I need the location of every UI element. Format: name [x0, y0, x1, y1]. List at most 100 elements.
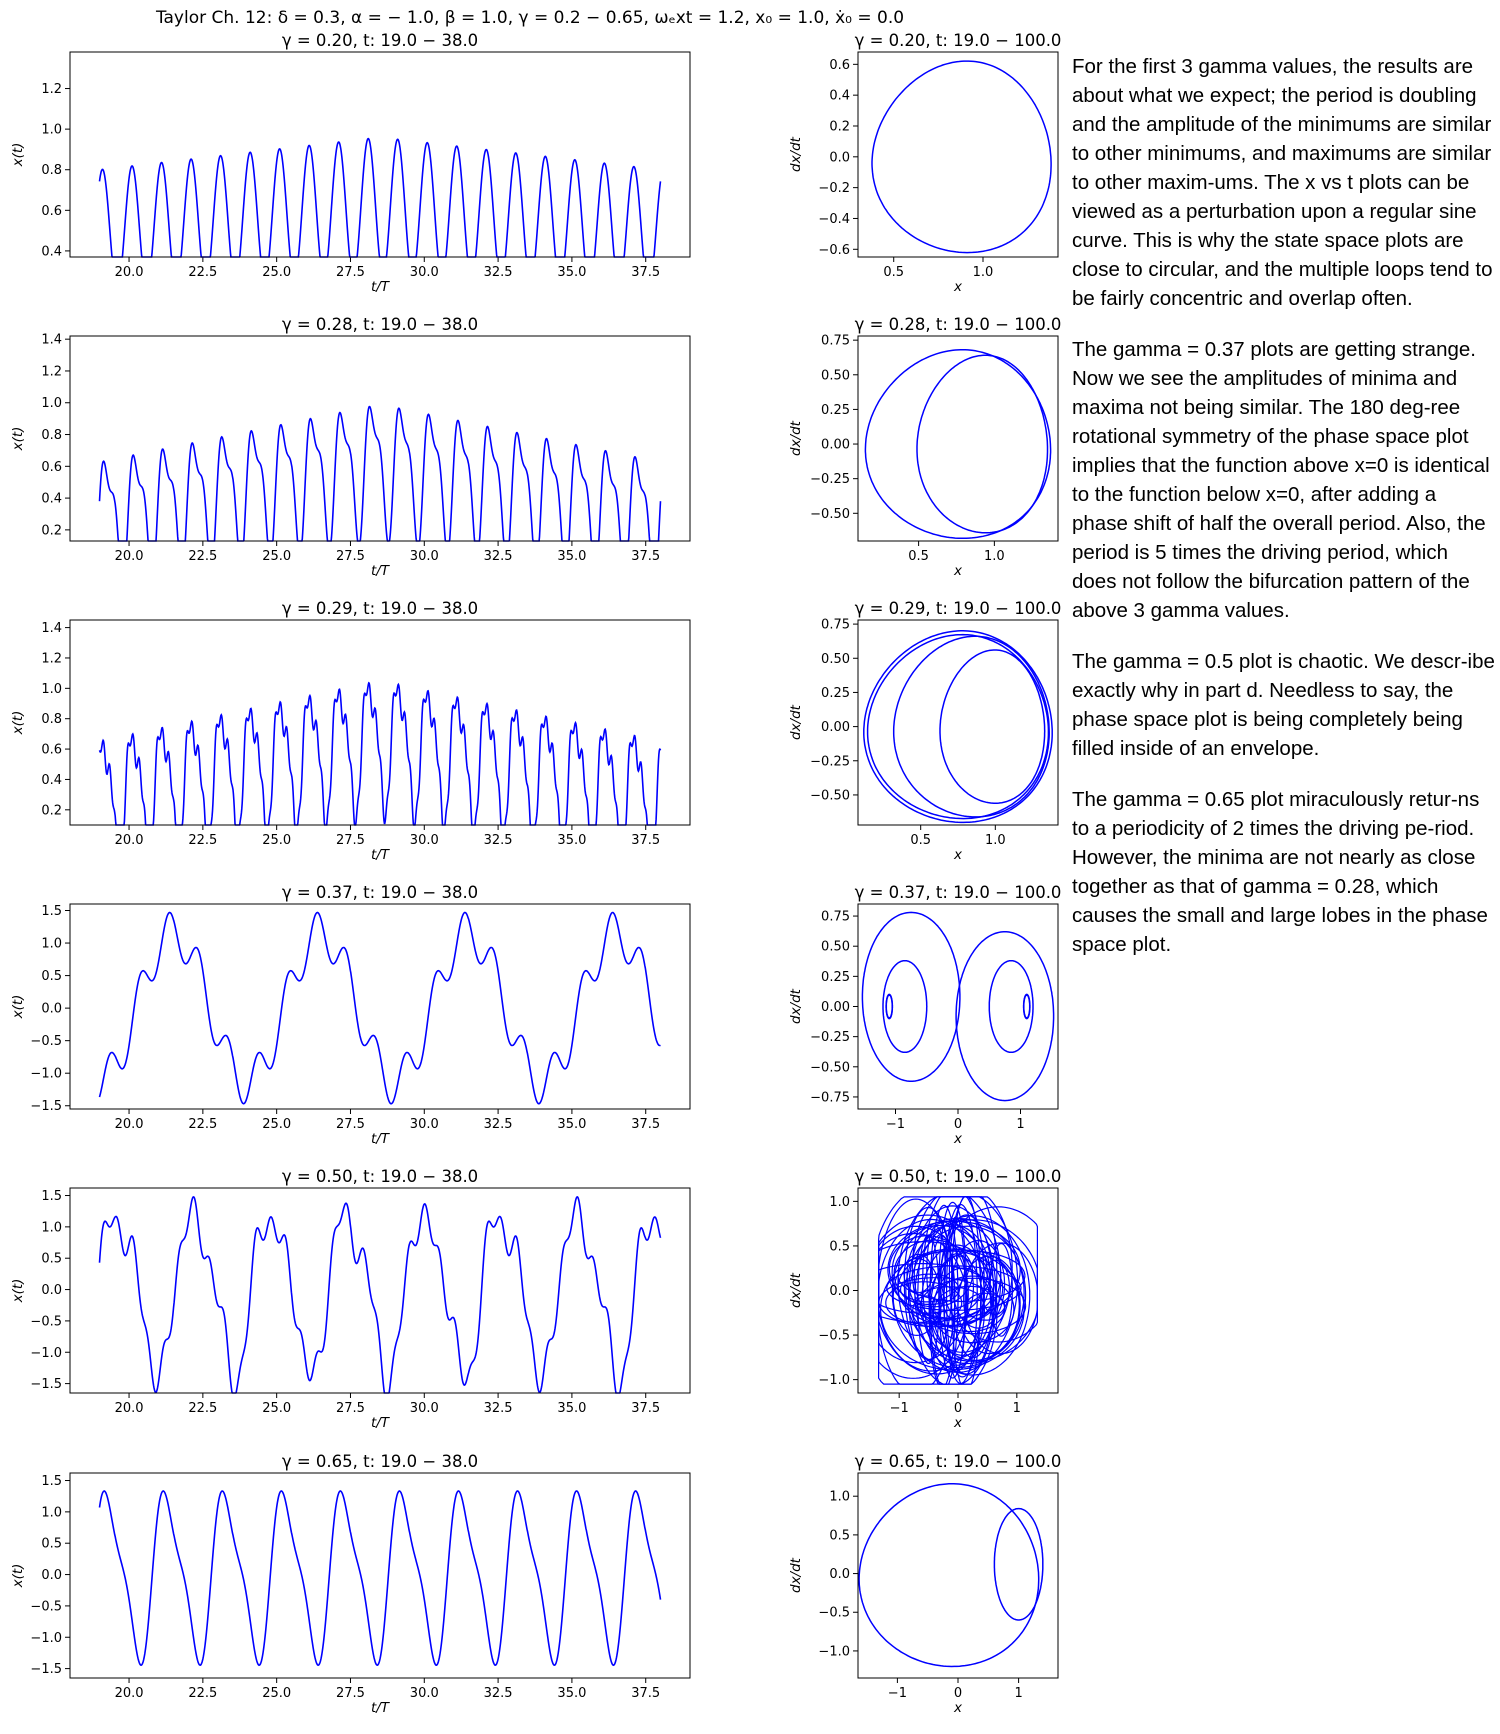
x-tick-label: 25.0	[262, 1117, 291, 1132]
x-tick-label: 25.0	[262, 265, 291, 280]
x-tick-label: 32.5	[484, 1117, 513, 1132]
trajectory-loop	[1023, 994, 1031, 1019]
y-tick-label: −0.5	[30, 1034, 62, 1049]
x-tick-label: 30.0	[410, 265, 439, 280]
y-tick-label: 0.25	[821, 686, 850, 701]
y-tick-label: 1.4	[41, 333, 62, 348]
plot-title: γ = 0.29, t: 19.0 − 38.0	[282, 599, 478, 618]
trajectory-loop	[863, 630, 1053, 824]
y-tick-label: 0.6	[41, 204, 62, 219]
x-tick-label: 22.5	[188, 549, 217, 564]
trajectory-loop	[914, 1286, 984, 1320]
trajectory-loop	[911, 1196, 1013, 1353]
trajectory-loop	[891, 1224, 988, 1320]
x-tick-label: 1.0	[973, 265, 994, 280]
y-tick-label: 0.50	[821, 940, 850, 955]
plot-title: γ = 0.50, t: 19.0 − 38.0	[282, 1167, 478, 1186]
commentary-panel: For the first 3 gamma values, the result…	[1072, 52, 1497, 981]
y-tick-label: 1.2	[41, 651, 62, 666]
x-axis-label: x	[953, 1700, 963, 1716]
y-tick-label: 0.5	[41, 969, 62, 984]
trajectory-loop	[955, 930, 1055, 1102]
x-tick-label: 30.0	[410, 549, 439, 564]
plot-title: γ = 0.20, t: 19.0 − 100.0	[855, 31, 1062, 50]
y-axis-label: dx/dt	[788, 1557, 804, 1593]
plot-frame	[69, 51, 691, 258]
y-tick-label: 1.0	[41, 1505, 62, 1520]
trajectory-group	[871, 60, 1052, 254]
y-tick-label: 0.75	[821, 910, 850, 925]
plot-title: γ = 0.28, t: 19.0 − 38.0	[282, 315, 478, 334]
y-axis-label: dx/dt	[788, 420, 804, 456]
trajectory-loop	[929, 1255, 985, 1366]
x-tick-label: 27.5	[336, 833, 365, 848]
x-tick-label: 35.0	[557, 1686, 586, 1701]
x-tick-label: 27.5	[336, 1401, 365, 1416]
y-tick-label: 1.0	[41, 396, 62, 411]
x-tick-label: 22.5	[188, 265, 217, 280]
trajectory-loop	[871, 60, 1052, 254]
x-tick-label: 25.0	[262, 1401, 291, 1416]
y-axis-label: x(t)	[10, 427, 26, 452]
x-axis-label: t/T	[371, 1700, 391, 1716]
trajectory-group	[877, 1196, 1039, 1385]
x-tick-label: 37.5	[631, 1686, 660, 1701]
trajectory-group	[863, 630, 1053, 824]
y-tick-label: 0.00	[821, 438, 850, 453]
x-tick-label: 32.5	[484, 265, 513, 280]
y-tick-label: −0.5	[818, 1329, 850, 1344]
y-tick-label: 0.4	[41, 492, 62, 507]
x-tick-label: 22.5	[188, 1401, 217, 1416]
trajectory-loop	[887, 1220, 1021, 1319]
y-tick-label: 1.2	[41, 364, 62, 379]
y-tick-label: 0.0	[41, 1283, 62, 1298]
y-tick-label: 0.50	[821, 652, 850, 667]
y-tick-label: 0.2	[41, 523, 62, 538]
trajectory-loop	[877, 1198, 956, 1385]
y-tick-label: 0.4	[829, 89, 850, 104]
x-tick-label: 32.5	[484, 1686, 513, 1701]
x-tick-label: 20.0	[115, 549, 144, 564]
x-tick-label: 32.5	[484, 549, 513, 564]
plot-title: γ = 0.28, t: 19.0 − 100.0	[855, 315, 1062, 334]
y-tick-label: 1.5	[41, 904, 62, 919]
series-line	[98, 681, 662, 826]
y-tick-label: 1.0	[41, 123, 62, 138]
y-tick-label: 1.0	[41, 682, 62, 697]
x-axis-label: x	[953, 1415, 963, 1431]
y-tick-label: 1.0	[829, 1195, 850, 1210]
plot-frame	[69, 1187, 691, 1394]
y-tick-label: 0.0	[829, 150, 850, 165]
trajectory-loop	[858, 1483, 1040, 1668]
trajectory-loop	[913, 1224, 991, 1327]
x-axis-label: t/T	[371, 279, 391, 295]
x-tick-label: 20.0	[115, 1117, 144, 1132]
x-tick-label: 30.0	[410, 1117, 439, 1132]
y-tick-label: 1.0	[41, 937, 62, 952]
y-tick-label: 0.0	[41, 1568, 62, 1583]
plot-title: γ = 0.50, t: 19.0 − 100.0	[855, 1167, 1062, 1186]
y-tick-label: 0.5	[829, 1528, 850, 1543]
y-tick-label: 0.4	[41, 773, 62, 788]
y-tick-label: −0.75	[810, 1090, 850, 1105]
x-tick-label: 37.5	[631, 1117, 660, 1132]
trajectory-loop	[885, 994, 894, 1019]
y-tick-label: 0.0	[41, 1002, 62, 1017]
x-tick-label: 0	[954, 1117, 962, 1132]
x-tick-label: 1	[1016, 1117, 1024, 1132]
x-axis-label: x	[953, 563, 963, 579]
y-tick-label: −0.4	[818, 212, 850, 227]
plot-title: γ = 0.37, t: 19.0 − 100.0	[855, 883, 1062, 902]
y-tick-label: 1.0	[829, 1490, 850, 1505]
y-tick-label: 0.6	[41, 743, 62, 758]
x-tick-label: 35.0	[557, 265, 586, 280]
x-tick-label: −1	[888, 1686, 907, 1701]
x-tick-label: 37.5	[631, 265, 660, 280]
y-tick-label: 0.0	[829, 1567, 850, 1582]
x-tick-label: 35.0	[557, 549, 586, 564]
y-tick-label: 0.5	[41, 1537, 62, 1552]
plot-title: γ = 0.65, t: 19.0 − 38.0	[282, 1452, 478, 1471]
x-tick-label: 0.5	[908, 549, 929, 564]
y-tick-label: −1.5	[30, 1377, 62, 1392]
plot-title: γ = 0.29, t: 19.0 − 100.0	[855, 599, 1062, 618]
